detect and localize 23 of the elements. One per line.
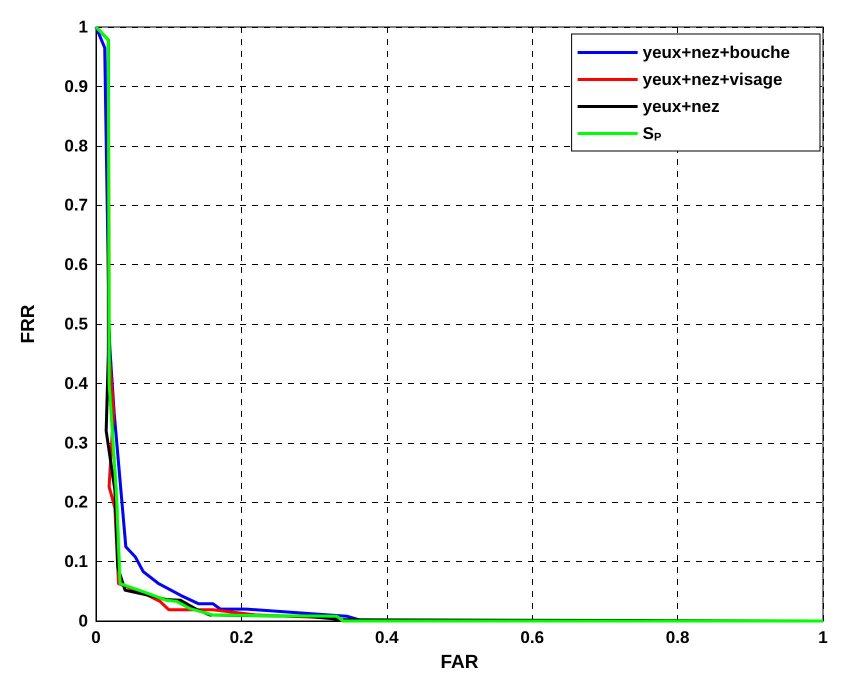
y-tick-label: 0.2: [64, 492, 88, 512]
y-tick-label: 0.9: [64, 76, 88, 96]
y-tick-label: 0.6: [64, 255, 88, 274]
y-tick-label: 0: [78, 612, 88, 630]
x-tick-label: 0.4: [374, 628, 400, 647]
x-axis-title: FAR: [440, 652, 479, 673]
x-tick-label: 0: [91, 628, 101, 647]
x-tick-label: 1: [818, 628, 828, 647]
y-tick-label: 0.1: [64, 552, 88, 572]
legend-label: yeux+nez+visage: [642, 70, 782, 89]
x-tick-label: 0.8: [666, 628, 690, 647]
y-tick-label: 0.7: [64, 196, 88, 215]
y-tick-label: 0.4: [64, 374, 89, 393]
y-tick-label: 0.5: [64, 314, 88, 334]
y-tick-label: 0.8: [64, 136, 88, 156]
y-axis-title: FRR: [18, 304, 39, 344]
legend-label: yeux+nez+bouche: [642, 43, 790, 62]
y-tick-label: 0.3: [64, 433, 88, 452]
x-tick-label: 0.6: [520, 628, 544, 647]
legend-label: yeux+nez: [642, 97, 720, 116]
line-series: [94, 26, 824, 622]
x-tick-label: 0.2: [230, 628, 254, 647]
y-tick-label: 1: [78, 18, 88, 36]
